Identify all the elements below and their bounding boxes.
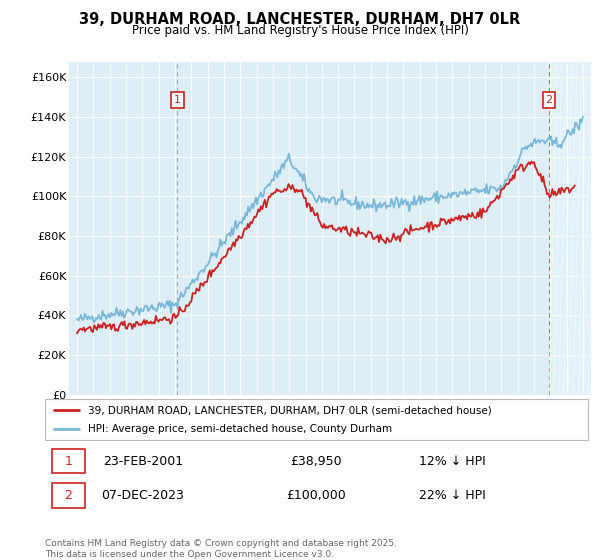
FancyBboxPatch shape xyxy=(52,449,85,473)
Text: 12% ↓ HPI: 12% ↓ HPI xyxy=(419,455,485,468)
Text: 39, DURHAM ROAD, LANCHESTER, DURHAM, DH7 0LR: 39, DURHAM ROAD, LANCHESTER, DURHAM, DH7… xyxy=(79,12,521,27)
Text: Price paid vs. HM Land Registry's House Price Index (HPI): Price paid vs. HM Land Registry's House … xyxy=(131,24,469,37)
Text: £100,000: £100,000 xyxy=(287,489,346,502)
Text: 1: 1 xyxy=(64,455,72,468)
FancyBboxPatch shape xyxy=(52,483,85,507)
Text: 1: 1 xyxy=(174,95,181,105)
Text: Contains HM Land Registry data © Crown copyright and database right 2025.
This d: Contains HM Land Registry data © Crown c… xyxy=(45,539,397,559)
Text: 2: 2 xyxy=(545,95,553,105)
Text: 07-DEC-2023: 07-DEC-2023 xyxy=(101,489,184,502)
Text: 22% ↓ HPI: 22% ↓ HPI xyxy=(419,489,485,502)
Text: 2: 2 xyxy=(64,489,72,502)
Text: 23-FEB-2001: 23-FEB-2001 xyxy=(103,455,183,468)
Text: HPI: Average price, semi-detached house, County Durham: HPI: Average price, semi-detached house,… xyxy=(88,424,392,433)
Bar xyxy=(549,62,591,395)
Text: 39, DURHAM ROAD, LANCHESTER, DURHAM, DH7 0LR (semi-detached house): 39, DURHAM ROAD, LANCHESTER, DURHAM, DH7… xyxy=(88,405,492,415)
Text: £38,950: £38,950 xyxy=(290,455,343,468)
